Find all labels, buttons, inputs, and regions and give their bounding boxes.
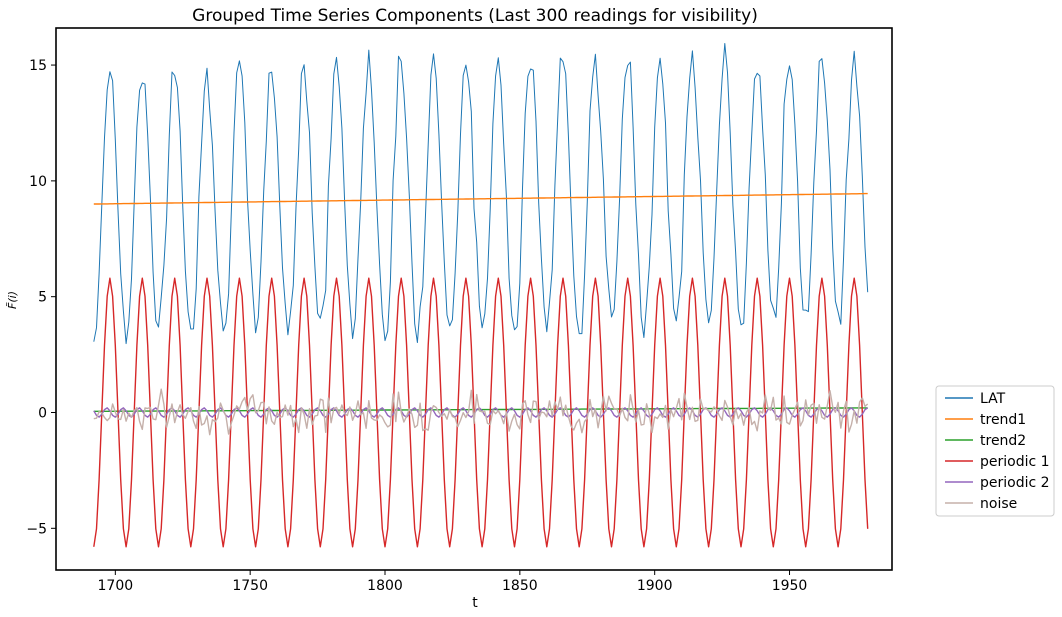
y-tick-label: 10 [29, 174, 47, 190]
legend-label: periodic 1 [980, 454, 1050, 470]
series-line-trend1 [93, 192, 868, 205]
x-tick-label: 1700 [98, 578, 134, 594]
y-tick-label: −5 [26, 521, 47, 537]
series-line-periodic-1 [93, 277, 869, 548]
y-axis-ticks: −5 0 5 10 15 [26, 58, 56, 537]
x-tick-label: 1750 [232, 578, 268, 594]
legend-label: periodic 2 [980, 475, 1050, 491]
y-axis-label: F̃(i) [6, 291, 19, 309]
x-tick-label: 1800 [367, 578, 403, 594]
series-line-noise [93, 388, 869, 436]
x-axis-ticks: 1700 1750 1800 1850 1900 1950 [98, 570, 808, 594]
y-tick-label: 0 [38, 405, 47, 421]
legend-label: noise [980, 496, 1017, 512]
y-tick-label: 15 [29, 58, 47, 74]
x-tick-label: 1950 [772, 578, 808, 594]
chart-title: Grouped Time Series Components (Last 300… [192, 6, 758, 26]
x-tick-label: 1900 [637, 578, 673, 594]
y-tick-label: 5 [38, 290, 47, 306]
legend: LAT trend1 trend2 periodic 1 periodic 2 noise [935, 385, 1055, 517]
x-axis-label: t [472, 595, 478, 611]
series-layer [93, 43, 869, 548]
plot-area [55, 27, 893, 571]
series-line-lat [93, 43, 869, 345]
legend-label: trend1 [980, 412, 1026, 428]
x-tick-label: 1850 [502, 578, 538, 594]
legend-label: LAT [980, 391, 1006, 407]
legend-label: trend2 [980, 433, 1026, 449]
